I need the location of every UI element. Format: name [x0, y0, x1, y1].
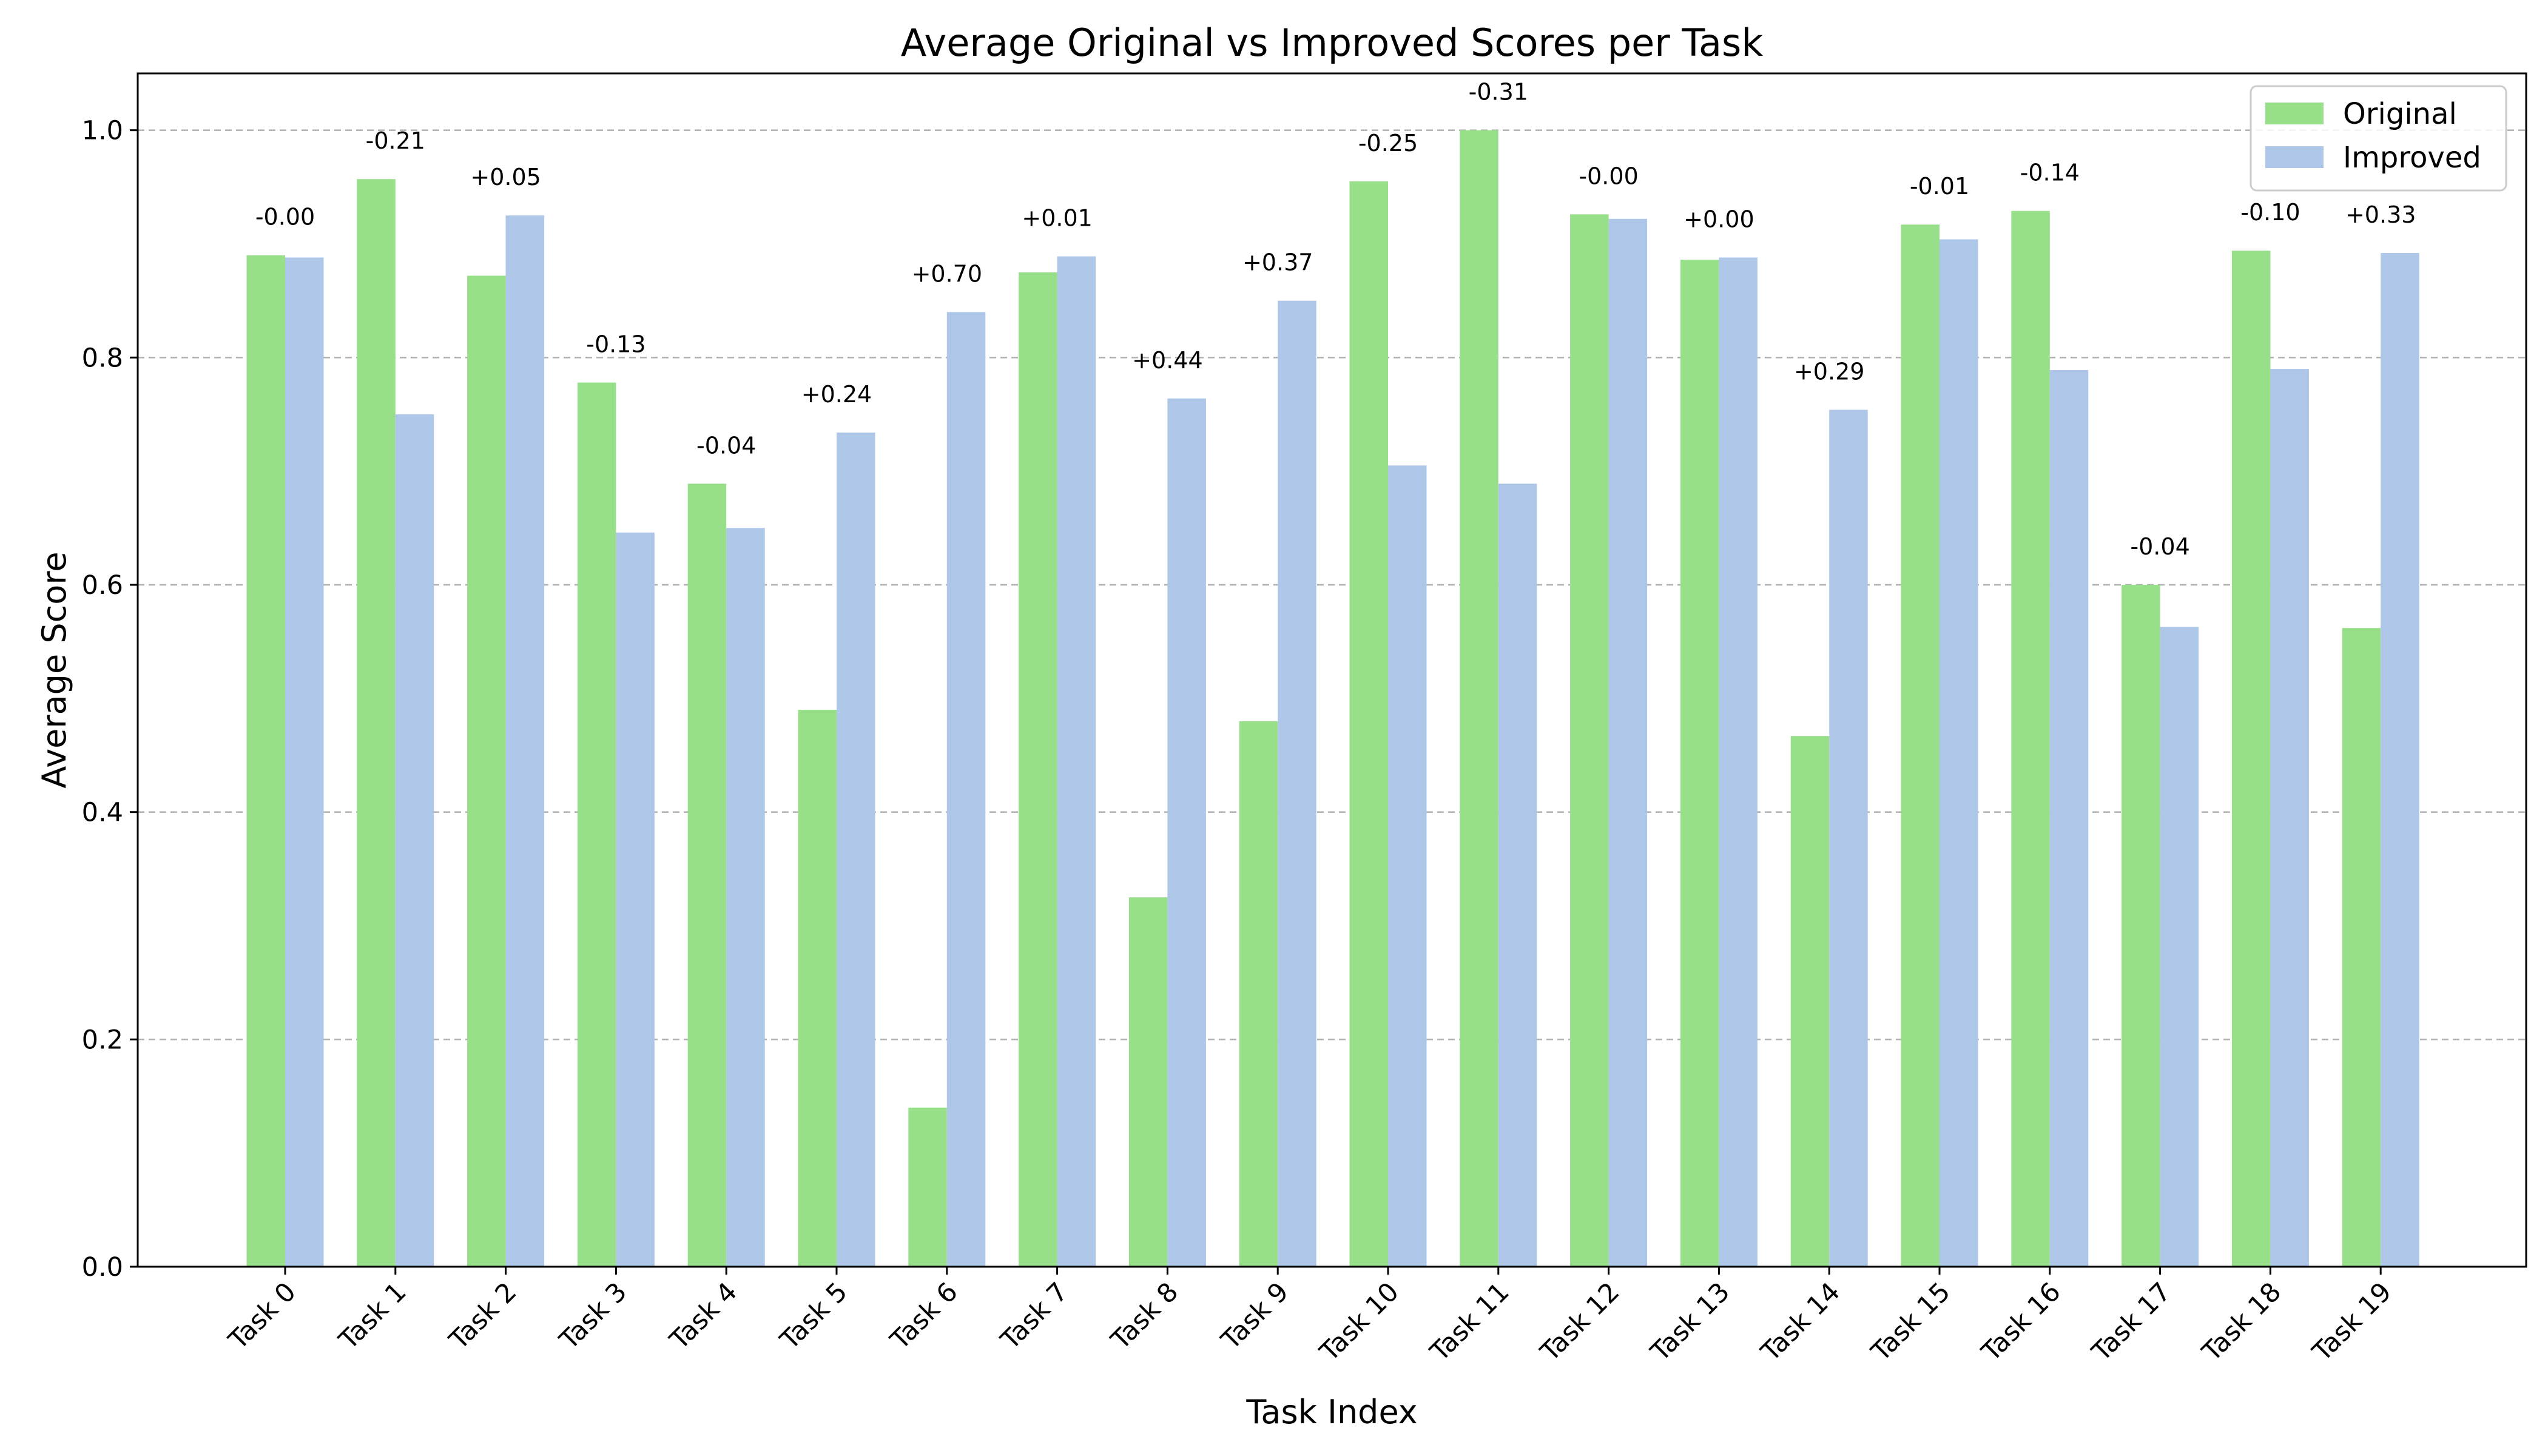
difference-label: +0.37	[1242, 249, 1313, 276]
bar-original	[1680, 260, 1719, 1267]
bar-improved	[1498, 484, 1537, 1267]
bar-improved	[1719, 257, 1758, 1267]
bar-original	[2231, 251, 2271, 1267]
bar-original	[2011, 211, 2050, 1267]
difference-label: -0.25	[1358, 130, 1418, 157]
bar-improved	[616, 532, 655, 1267]
bar-improved	[726, 528, 765, 1267]
bar-original	[2122, 585, 2160, 1267]
bar-original	[1349, 181, 1388, 1267]
y-axis: 0.0 0.2 0.4 0.6 0.8 1.0	[82, 116, 138, 1282]
difference-label: -0.10	[2240, 199, 2300, 226]
bar-original	[1128, 897, 1168, 1267]
y-tick-label: 0.8	[82, 343, 123, 373]
bar-improved	[2160, 627, 2199, 1267]
bar-improved	[946, 312, 986, 1267]
plot-frame	[136, 72, 2527, 1268]
y-tick-label: 0.2	[82, 1025, 123, 1055]
difference-label: -0.14	[2020, 160, 2080, 186]
bar-improved	[285, 257, 324, 1267]
bar-original	[2342, 628, 2381, 1267]
difference-label: +0.29	[1794, 359, 1864, 385]
bar-original	[908, 1107, 947, 1267]
difference-label: +0.33	[2345, 201, 2416, 228]
bar-improved	[1388, 465, 1427, 1267]
legend: Original Improved	[2250, 85, 2507, 192]
bar-improved	[1608, 218, 1648, 1267]
y-tick-label: 0.0	[82, 1252, 123, 1282]
legend-label: Improved	[2343, 141, 2481, 175]
bar-original	[1790, 736, 1830, 1267]
y-tick-label: 1.0	[82, 116, 123, 146]
y-tick-label: 0.6	[82, 570, 123, 601]
bar-improved	[395, 414, 434, 1267]
legend-swatch	[2265, 103, 2324, 124]
bar-original	[798, 710, 837, 1267]
bar-original	[1460, 130, 1498, 1267]
difference-label: -0.21	[366, 127, 425, 154]
bars	[246, 130, 2419, 1267]
bar-original	[1570, 214, 1609, 1267]
difference-label: -0.04	[696, 432, 756, 459]
difference-label: -0.00	[255, 204, 315, 231]
bar-original	[687, 484, 727, 1267]
bar-improved	[2270, 369, 2309, 1267]
bar-original	[1239, 721, 1278, 1267]
bar-improved	[1167, 398, 1206, 1267]
difference-label: +0.05	[470, 164, 541, 190]
legend-label: Original	[2343, 97, 2457, 131]
difference-label: -0.04	[2130, 533, 2189, 560]
y-axis-label: Average Score	[35, 551, 73, 788]
difference-labels: -0.00 -0.21 +0.05 -0.13 -0.04 +0.24 +0.70 +0.01…	[255, 79, 2416, 560]
bar-improved	[2381, 252, 2419, 1267]
difference-label: -0.31	[1469, 79, 1528, 106]
bar-original	[467, 275, 506, 1267]
bar-improved	[1057, 256, 1096, 1267]
legend-swatch	[2265, 146, 2324, 168]
difference-label: +0.00	[1684, 206, 1754, 232]
difference-label: +0.24	[801, 381, 872, 408]
bar-improved	[1278, 300, 1316, 1267]
bar-improved	[1940, 239, 1978, 1267]
y-tick-label: 0.4	[82, 798, 123, 828]
difference-label: +0.44	[1132, 347, 1202, 374]
bar-original	[246, 255, 285, 1267]
bar-original	[357, 179, 396, 1267]
bar-original	[1901, 224, 1940, 1267]
bar-improved	[2049, 369, 2089, 1267]
x-axis-label: Task Index	[1245, 1393, 1417, 1431]
bar-original	[1019, 272, 1057, 1267]
chart-title: Average Original vs Improved Scores per …	[901, 21, 1764, 65]
difference-label: -0.01	[1910, 173, 1969, 200]
bar-improved	[837, 432, 875, 1267]
difference-label: -0.13	[586, 331, 645, 358]
bar-improved	[505, 215, 545, 1267]
difference-label: +0.01	[1022, 205, 1092, 232]
difference-label: +0.70	[912, 260, 982, 287]
bar-improved	[1829, 410, 1868, 1267]
bar-original	[577, 382, 616, 1267]
difference-label: -0.00	[1579, 163, 1638, 189]
